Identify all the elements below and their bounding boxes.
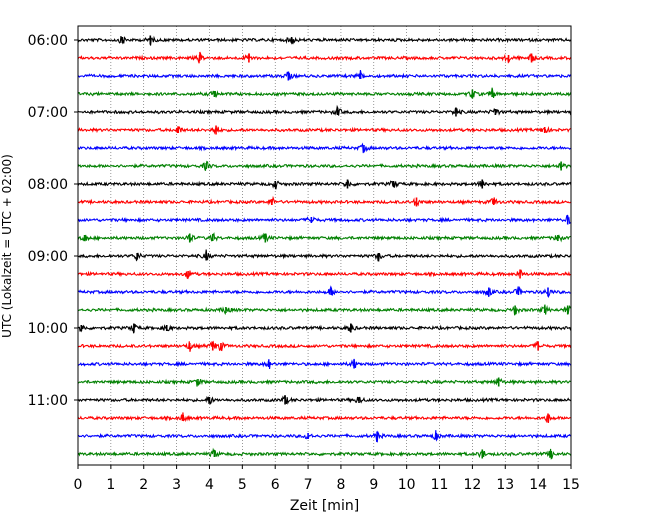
x-tick-label-1: 1 [106, 477, 115, 493]
y-tick-label-0800: 08:00 [28, 177, 68, 193]
trace-1015 [77, 340, 572, 352]
x-tick-label-14: 14 [529, 477, 547, 493]
trace-1100 [77, 395, 572, 405]
y-axis: 06:00 07:00 08:00 09:00 10:00 11:00 [28, 33, 78, 409]
x-tick-label-7: 7 [304, 477, 313, 493]
x-tick-label-10: 10 [398, 477, 416, 493]
trace-1030 [77, 358, 572, 369]
trace-0900 [77, 249, 572, 262]
x-tick-label-5: 5 [238, 477, 247, 493]
trace-0730 [77, 142, 572, 154]
y-tick-label-1100: 11:00 [28, 393, 68, 409]
x-tick-label-11: 11 [431, 477, 449, 493]
trace-0815 [77, 195, 572, 207]
x-tick-label-3: 3 [172, 477, 181, 493]
trace-1145 [77, 447, 572, 460]
trace-0630 [77, 70, 572, 80]
y-tick-label-0600: 06:00 [28, 33, 68, 49]
x-tick-label-8: 8 [336, 477, 345, 493]
trace-0745 [77, 160, 572, 171]
x-axis: 0 1 2 3 4 5 6 7 8 9 10 11 12 13 14 15 [74, 465, 580, 493]
trace-0800 [77, 179, 572, 190]
x-tick-label-2: 2 [139, 477, 148, 493]
trace-1130 [77, 430, 572, 443]
x-tick-label-9: 9 [369, 477, 378, 493]
trace-1000 [77, 323, 572, 334]
trace-0830 [77, 214, 572, 225]
trace-0945 [77, 304, 572, 316]
trace-1115 [77, 412, 572, 424]
trace-0645 [77, 87, 572, 99]
trace-0600 [77, 35, 572, 46]
grid-lines [110, 26, 539, 465]
trace-0715 [77, 125, 572, 135]
trace-0615 [77, 51, 572, 64]
trace-0930 [77, 285, 572, 299]
trace-0845 [77, 232, 572, 243]
x-tick-label-6: 6 [271, 477, 280, 493]
trace-1045 [77, 378, 572, 387]
y-axis-label: UTC (Lokalzeit = UTC + 02:00) [0, 154, 14, 338]
x-tick-label-15: 15 [562, 477, 580, 493]
trace-0915 [77, 269, 572, 280]
trace-0700 [77, 104, 572, 116]
x-axis-label: Zeit [min] [290, 498, 359, 514]
x-tick-label-13: 13 [496, 477, 514, 493]
plot-frame [77, 25, 572, 466]
y-tick-label-1000: 10:00 [28, 321, 68, 337]
x-tick-label-4: 4 [205, 477, 214, 493]
y-tick-label-0900: 09:00 [28, 249, 68, 265]
y-tick-label-0700: 07:00 [28, 105, 68, 121]
trace-lines [77, 35, 572, 460]
x-tick-label-12: 12 [463, 477, 481, 493]
x-tick-label-0: 0 [74, 477, 83, 493]
